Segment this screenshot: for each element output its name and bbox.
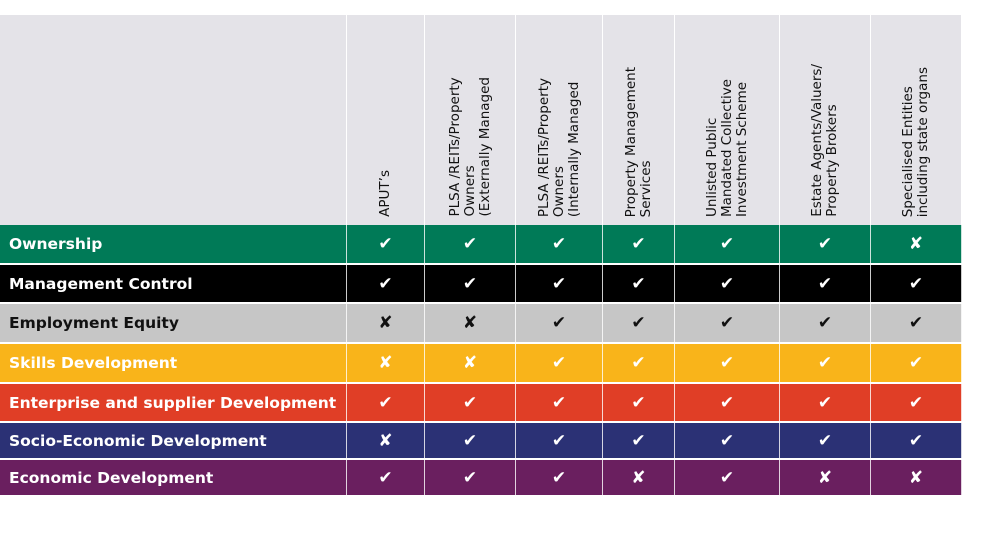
cross-icon: ✘: [425, 304, 516, 342]
check-icon: ✔: [347, 460, 425, 495]
check-icon: ✔: [603, 384, 675, 421]
cross-icon: ✘: [780, 460, 871, 495]
column-header-label: Specialised Entities including state org…: [900, 66, 931, 217]
column-header: PLSA /REITs/Property Owners (Internally …: [516, 15, 603, 225]
cross-icon: ✘: [347, 344, 425, 382]
column-header-label: Estate Agents/Valuers/ Property Brokers: [809, 64, 840, 217]
row-label: Management Control: [0, 265, 347, 302]
check-icon: ✔: [675, 344, 780, 382]
check-icon: ✔: [425, 225, 516, 263]
column-header: Specialised Entities including state org…: [871, 15, 962, 225]
row-label: Socio-Economic Development: [0, 423, 347, 458]
check-icon: ✔: [425, 423, 516, 458]
cross-icon: ✘: [871, 460, 962, 495]
column-header-label: Property Management Services: [622, 66, 654, 217]
check-icon: ✔: [675, 423, 780, 458]
row-label: Skills Development: [0, 344, 347, 382]
check-icon: ✔: [425, 384, 516, 421]
cross-icon: ✘: [347, 423, 425, 458]
cross-icon: ✘: [603, 460, 675, 495]
column-header: Property Management Services: [603, 15, 675, 225]
check-icon: ✔: [516, 225, 603, 263]
check-icon: ✔: [347, 225, 425, 263]
check-icon: ✔: [516, 384, 603, 421]
check-icon: ✔: [675, 225, 780, 263]
table-row: Employment Equity ✘ ✘ ✔ ✔ ✔ ✔ ✔: [0, 304, 962, 344]
cross-icon: ✘: [871, 225, 962, 263]
row-label: Economic Development: [0, 460, 347, 495]
column-header: PLSA /REITs/Property Owners (Externally …: [425, 15, 516, 225]
column-header-label: PLSA /REITs/Property Owners (Internally …: [535, 77, 582, 217]
check-icon: ✔: [603, 304, 675, 342]
header-corner: [0, 15, 347, 225]
check-icon: ✔: [780, 265, 871, 302]
check-icon: ✔: [603, 225, 675, 263]
check-icon: ✔: [675, 304, 780, 342]
check-icon: ✔: [516, 423, 603, 458]
check-icon: ✔: [347, 265, 425, 302]
check-icon: ✔: [603, 265, 675, 302]
cross-icon: ✘: [347, 304, 425, 342]
table-row: Socio-Economic Development ✘ ✔ ✔ ✔ ✔ ✔ ✔: [0, 423, 962, 460]
row-label: Employment Equity: [0, 304, 347, 342]
column-header-label: PLSA /REITs/Property Owners (Externally …: [446, 77, 493, 217]
column-header-label: Unlisted Public Mandated Collective Inve…: [703, 78, 750, 217]
row-label: Ownership: [0, 225, 347, 263]
check-icon: ✔: [603, 344, 675, 382]
row-label: Enterprise and supplier Development: [0, 384, 347, 421]
check-icon: ✔: [675, 384, 780, 421]
check-icon: ✔: [871, 344, 962, 382]
column-header: APUT’s: [347, 15, 425, 225]
check-icon: ✔: [516, 304, 603, 342]
check-icon: ✔: [675, 265, 780, 302]
check-icon: ✔: [871, 304, 962, 342]
check-icon: ✔: [780, 384, 871, 421]
column-header: Unlisted Public Mandated Collective Inve…: [675, 15, 780, 225]
table-row: Management Control ✔ ✔ ✔ ✔ ✔ ✔ ✔: [0, 265, 962, 304]
column-header-label: APUT’s: [377, 170, 393, 217]
check-icon: ✔: [347, 384, 425, 421]
check-icon: ✔: [425, 265, 516, 302]
check-icon: ✔: [516, 460, 603, 495]
check-icon: ✔: [516, 265, 603, 302]
check-icon: ✔: [603, 423, 675, 458]
check-icon: ✔: [425, 460, 516, 495]
cross-icon: ✘: [425, 344, 516, 382]
check-icon: ✔: [871, 423, 962, 458]
column-header: Estate Agents/Valuers/ Property Brokers: [780, 15, 871, 225]
table-row: Enterprise and supplier Development ✔ ✔ ✔ ✔ ✔…: [0, 384, 962, 423]
check-icon: ✔: [871, 384, 962, 421]
check-icon: ✔: [516, 344, 603, 382]
check-icon: ✔: [780, 304, 871, 342]
check-icon: ✔: [780, 225, 871, 263]
check-icon: ✔: [780, 344, 871, 382]
table-row: Skills Development ✘ ✘ ✔ ✔ ✔ ✔ ✔: [0, 344, 962, 384]
check-icon: ✔: [871, 265, 962, 302]
check-icon: ✔: [780, 423, 871, 458]
check-icon: ✔: [675, 460, 780, 495]
table-row: Economic Development ✔ ✔ ✔ ✘ ✔ ✘ ✘: [0, 460, 962, 497]
table-row: Ownership ✔ ✔ ✔ ✔ ✔ ✔ ✘: [0, 225, 962, 265]
